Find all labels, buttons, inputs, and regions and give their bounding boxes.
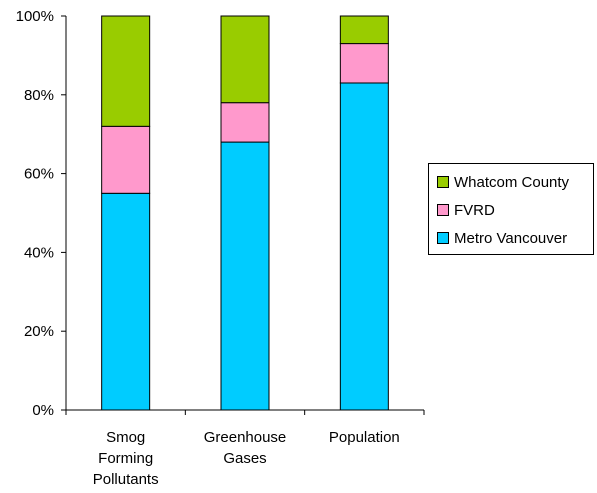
bar-segment-metro-vancouver (339, 82, 389, 411)
legend-swatch-metro-vancouver (437, 232, 449, 244)
bar-segment-fvrd (101, 125, 151, 194)
legend-label-metro-vancouver: Metro Vancouver (454, 229, 568, 247)
y-tick-label: 100% (16, 8, 54, 25)
bar-segment-whatcom-county (339, 15, 389, 45)
y-tick-label: 0% (32, 402, 54, 419)
bar-segment-fvrd (220, 102, 270, 143)
legend-swatch-whatcom-county (437, 176, 449, 188)
bar-segment-metro-vancouver (220, 141, 270, 411)
legend-item-fvrd: FVRD (437, 201, 495, 219)
legend: Whatcom County FVRD Metro Vancouver (428, 163, 594, 255)
y-tick-label: 60% (24, 166, 54, 183)
x-category-label: Smog Forming Pollutants (93, 429, 159, 488)
x-category-label: Greenhouse Gases (204, 429, 287, 467)
bar-segment-whatcom-county (101, 15, 151, 127)
x-category-label-line: Smog (106, 429, 145, 446)
x-category-label-line: Gases (223, 450, 266, 467)
x-category-label: Population (329, 429, 400, 446)
bar-segment-fvrd (339, 43, 389, 84)
x-category-label-line: Pollutants (93, 471, 159, 488)
bar-segment-whatcom-county (220, 15, 270, 104)
y-tick-label: 40% (24, 244, 54, 261)
legend-item-whatcom-county: Whatcom County (437, 173, 569, 191)
y-tick-label: 80% (24, 87, 54, 104)
x-category-label-line: Population (329, 429, 400, 446)
legend-swatch-fvrd (437, 204, 449, 216)
legend-label-fvrd: FVRD (454, 201, 495, 219)
y-tick-label: 20% (24, 323, 54, 340)
legend-item-metro-vancouver: Metro Vancouver (437, 229, 567, 247)
x-category-label-line: Greenhouse (204, 429, 287, 446)
legend-label-whatcom-county: Whatcom County (454, 173, 570, 191)
bar-segment-metro-vancouver (101, 192, 151, 411)
x-category-label-line: Forming (98, 450, 153, 467)
